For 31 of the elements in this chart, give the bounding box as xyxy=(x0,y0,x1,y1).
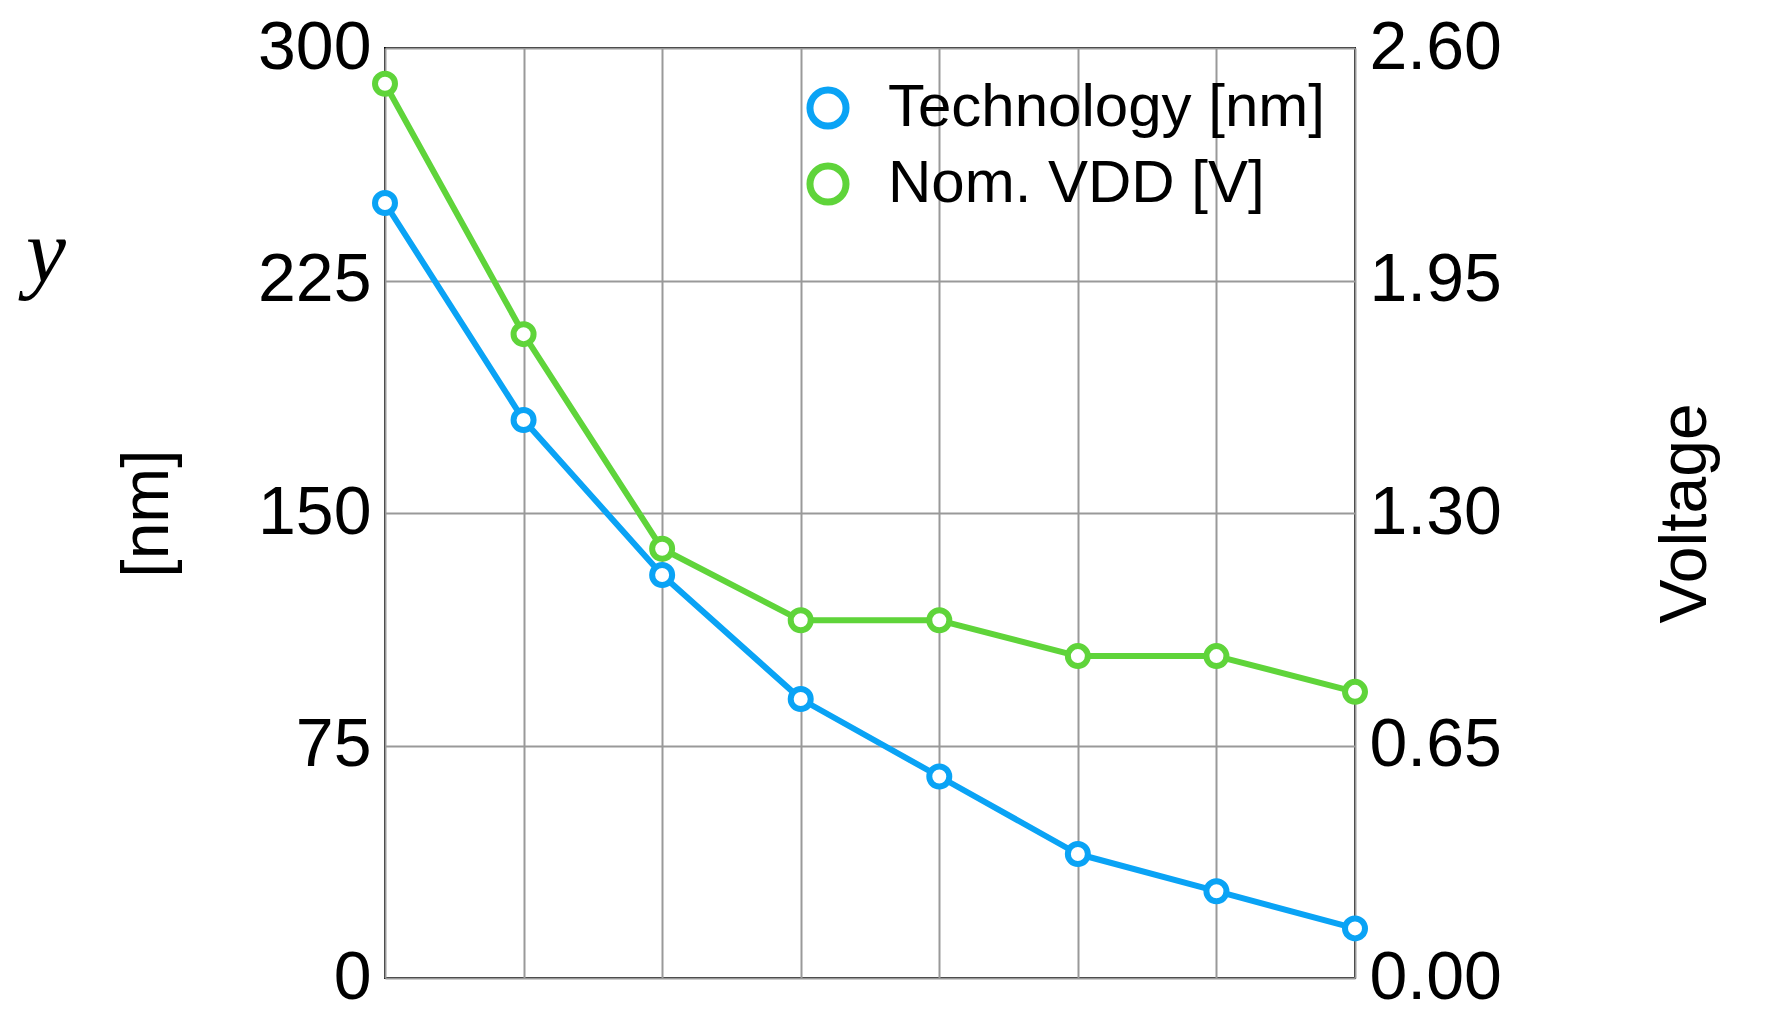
point xyxy=(510,407,537,433)
text: y xyxy=(17,201,67,303)
point xyxy=(1064,841,1091,867)
point xyxy=(372,190,398,216)
point xyxy=(649,535,676,562)
point xyxy=(1064,643,1091,670)
y2-tick-label: 0.00 xyxy=(1369,936,1502,1013)
point xyxy=(1203,878,1230,905)
y2-tick-label: 1.95 xyxy=(1369,239,1502,315)
legend-label: Technology [nm] xyxy=(888,72,1325,139)
point xyxy=(787,686,814,712)
y2-tick-label: 0.65 xyxy=(1369,704,1502,780)
y-tick-label: 225 xyxy=(258,239,372,315)
y2-axis-title: Voltage xyxy=(1645,403,1720,624)
y2-tick-label: 2.60 xyxy=(1369,6,1502,83)
point xyxy=(510,321,537,348)
point xyxy=(1342,678,1368,705)
point xyxy=(372,70,398,97)
legend-label: Nom. VDD [V] xyxy=(888,148,1265,215)
point xyxy=(1342,915,1368,942)
y-tick-label: 300 xyxy=(258,6,372,83)
y2-tick-label: 1.30 xyxy=(1369,471,1502,548)
point xyxy=(1203,643,1230,670)
y-tick-label: 0 xyxy=(333,936,372,1013)
y-tick-label: 75 xyxy=(295,704,372,780)
point xyxy=(649,562,676,588)
point xyxy=(787,607,814,634)
point xyxy=(926,607,953,634)
point xyxy=(926,763,953,790)
y-tick-label: 150 xyxy=(258,471,372,548)
y-axis-title: [nm] xyxy=(108,449,183,578)
